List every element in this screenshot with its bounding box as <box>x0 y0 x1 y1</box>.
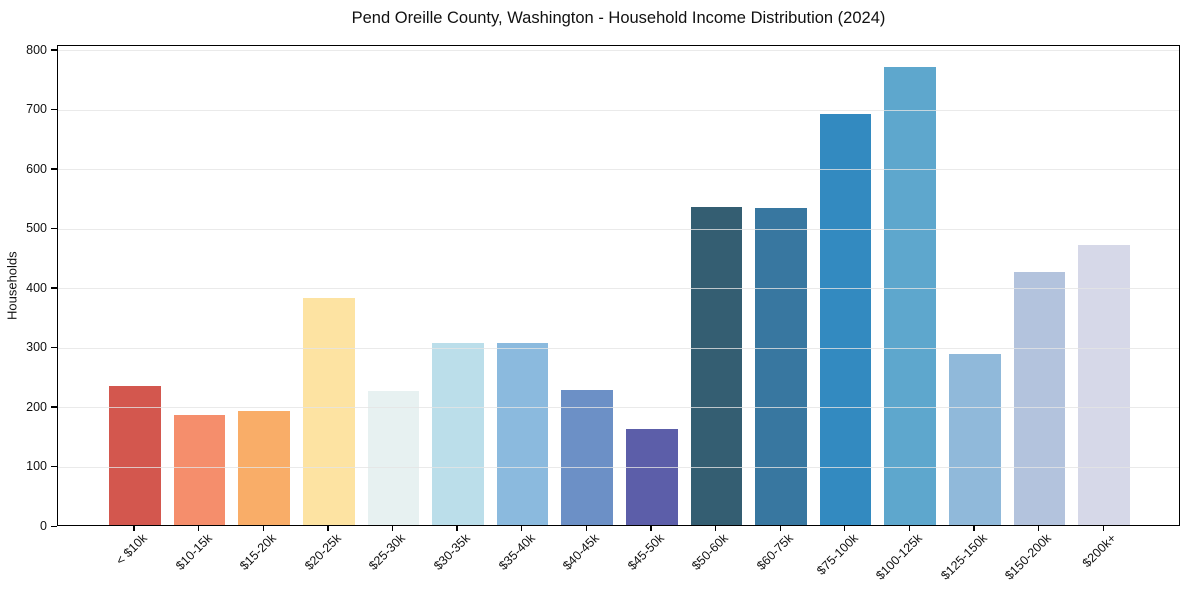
bar <box>819 113 872 525</box>
bar <box>755 208 807 525</box>
gridline <box>58 407 1179 409</box>
x-tick-mark <box>521 526 523 531</box>
x-tick-mark <box>327 526 329 531</box>
bar <box>1013 272 1066 525</box>
x-tick-label: $200k+ <box>1079 531 1119 571</box>
x-tick-label: $150-200k <box>1002 531 1055 583</box>
y-tick-mark <box>51 406 57 408</box>
x-tick-mark <box>650 526 652 531</box>
x-tick-label: $45-50k <box>624 531 667 573</box>
x-tick-label: $25-30k <box>366 531 409 573</box>
bar <box>302 297 355 525</box>
x-tick-mark <box>585 526 587 531</box>
x-tick-label: $40-45k <box>560 531 603 573</box>
x-tick-mark <box>1102 526 1104 531</box>
x-tick-mark <box>908 526 911 531</box>
gridline <box>58 169 1179 171</box>
bar <box>367 391 420 525</box>
y-tick-label: 500 <box>26 221 47 236</box>
x-tick-label: $20-25k <box>301 531 344 573</box>
y-tick-label: 0 <box>40 519 47 533</box>
bar <box>690 206 743 525</box>
y-tick-mark <box>51 168 57 170</box>
bar <box>173 415 226 525</box>
gridline <box>58 347 1179 349</box>
gridline <box>58 50 1179 52</box>
gridline <box>58 109 1179 111</box>
y-tick-mark <box>51 108 57 111</box>
y-tick-mark <box>51 525 57 527</box>
x-tick-label: $10-15k <box>172 531 215 573</box>
x-tick-mark <box>779 526 781 531</box>
x-tick-mark <box>973 526 975 531</box>
x-tick-label: $75-100k <box>813 531 861 578</box>
gridline <box>58 288 1179 290</box>
y-tick-label: 100 <box>26 459 47 474</box>
y-tick-mark <box>51 465 57 468</box>
y-tick-label: 600 <box>26 161 47 176</box>
x-tick-mark <box>456 526 458 531</box>
bar <box>109 386 161 525</box>
bar <box>1078 244 1130 525</box>
y-tick-mark <box>51 287 57 289</box>
y-tick-mark <box>51 49 57 51</box>
y-tick-mark <box>51 227 57 230</box>
bar <box>884 66 937 525</box>
x-tick-mark <box>198 526 200 531</box>
x-tick-label: $125-150k <box>938 531 990 583</box>
y-tick-label: 200 <box>26 399 47 414</box>
x-tick-mark <box>1037 526 1040 531</box>
x-tick-label: $15-20k <box>237 531 280 573</box>
y-tick-mark <box>51 346 57 349</box>
x-tick-mark <box>133 526 135 531</box>
chart-title: Pend Oreille County, Washington - Househ… <box>351 9 886 27</box>
x-tick-label: $35-40k <box>495 531 538 573</box>
x-tick-mark <box>844 526 846 531</box>
bar <box>496 343 549 525</box>
gridline <box>58 228 1179 230</box>
y-tick-label: 400 <box>26 280 47 295</box>
x-tick-label: < $10k <box>113 531 150 568</box>
x-tick-label: $100-125k <box>873 531 926 583</box>
x-tick-label: $60-75k <box>754 531 796 573</box>
y-tick-label: 800 <box>26 42 47 57</box>
x-tick-label: $30-35k <box>431 531 473 573</box>
x-tick-mark <box>262 526 264 531</box>
bar <box>949 353 1001 525</box>
x-tick-label: $50-60k <box>689 531 732 573</box>
bar <box>561 390 614 525</box>
gridline <box>58 466 1179 468</box>
x-tick-mark <box>391 526 394 531</box>
y-tick-label: 700 <box>26 102 47 117</box>
x-tick-mark <box>714 526 717 531</box>
bar <box>432 342 484 525</box>
plot-area <box>57 45 1180 526</box>
y-tick-label: 300 <box>26 340 47 355</box>
bar <box>625 428 678 525</box>
